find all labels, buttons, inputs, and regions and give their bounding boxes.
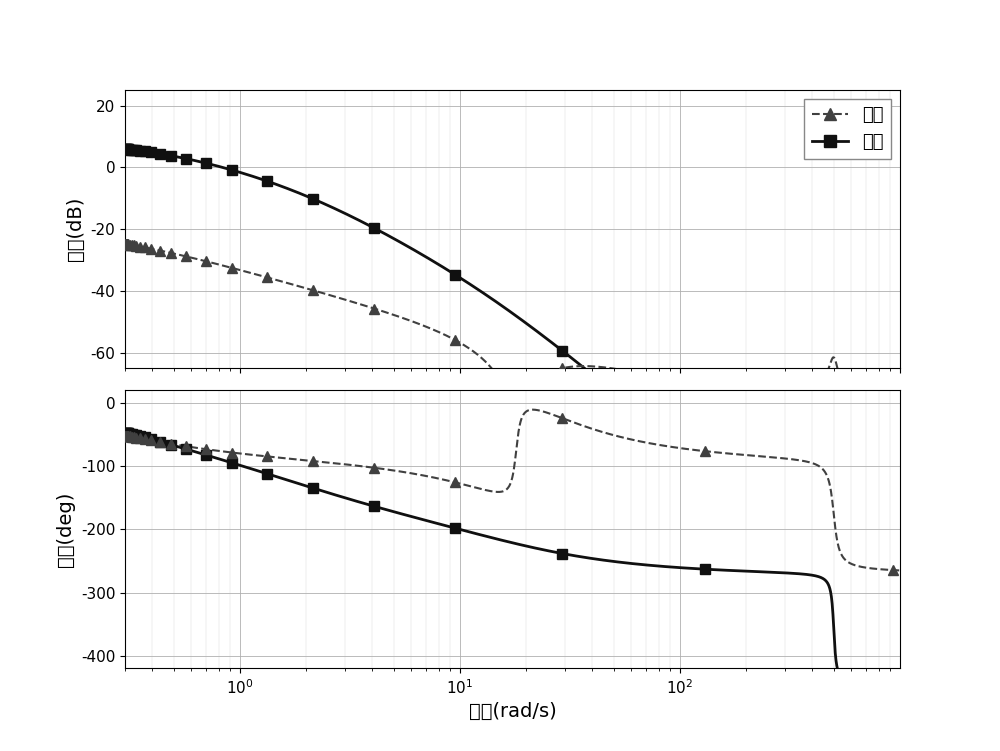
Legend: 直轴, 交轴: 直轴, 交轴	[804, 99, 891, 158]
X-axis label: 频率(rad/s): 频率(rad/s)	[469, 702, 556, 722]
Y-axis label: 相位(deg): 相位(deg)	[56, 492, 75, 567]
Y-axis label: 幅值(dB): 幅值(dB)	[66, 197, 85, 261]
